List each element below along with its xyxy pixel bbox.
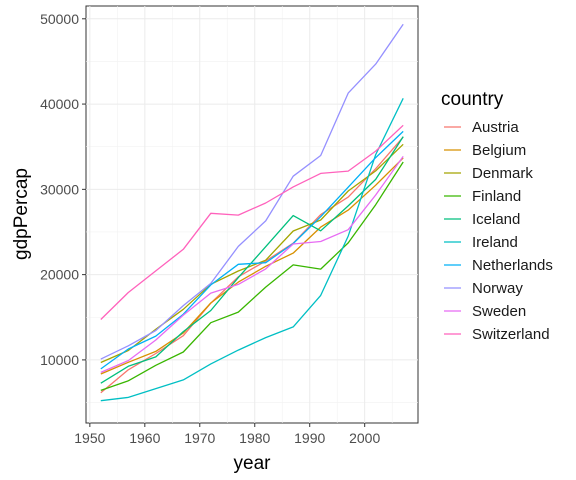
plot-panel: [85, 5, 419, 424]
legend-label-denmark: Denmark: [472, 165, 533, 182]
x-axis-ticks: 1950 1960 1970 1980 1990 2000: [74, 423, 380, 446]
series-line-belgium: [100, 157, 404, 375]
x-tick-label: 1970: [184, 430, 215, 446]
x-tick-label: 1960: [129, 430, 160, 446]
legend-label-netherlands: Netherlands: [472, 257, 553, 274]
minor-gridlines: [86, 6, 418, 423]
legend-label-switzerland: Switzerland: [472, 326, 550, 343]
legend-label-belgium: Belgium: [472, 142, 526, 159]
series-line-ireland: [100, 98, 404, 402]
series-line-austria: [100, 136, 404, 394]
y-tick-label: 30000: [40, 181, 79, 197]
x-axis-title: year: [234, 453, 272, 474]
legend-label-sweden: Sweden: [472, 303, 526, 320]
series-line-iceland: [100, 136, 404, 384]
legend-label-ireland: Ireland: [472, 234, 518, 251]
legend-label-norway: Norway: [472, 280, 523, 297]
x-tick-label: 1950: [74, 430, 105, 446]
y-axis-ticks: 10000 20000 30000 40000 50000: [40, 11, 86, 368]
x-tick-label: 2000: [349, 430, 380, 446]
y-tick-label: 10000: [40, 352, 79, 368]
legend: Austria Belgium Denmark Finland Iceland Irela…: [444, 119, 553, 343]
series-line-switzerland: [100, 124, 404, 320]
y-tick-label: 40000: [40, 96, 79, 112]
y-tick-label: 20000: [40, 267, 79, 283]
series-line-netherlands: [100, 130, 404, 370]
legend-label-finland: Finland: [472, 188, 521, 205]
series-line-finland: [100, 161, 404, 392]
legend-label-iceland: Iceland: [472, 211, 520, 228]
y-tick-label: 50000: [40, 11, 79, 27]
x-tick-label: 1990: [294, 430, 325, 446]
x-tick-label: 1980: [239, 430, 270, 446]
legend-title: country: [441, 89, 504, 110]
series-line-sweden: [100, 156, 404, 373]
y-axis-title: gdpPercap: [11, 168, 32, 260]
series-line-norway: [100, 23, 404, 360]
series-lines: [100, 23, 404, 402]
legend-label-austria: Austria: [472, 119, 519, 136]
